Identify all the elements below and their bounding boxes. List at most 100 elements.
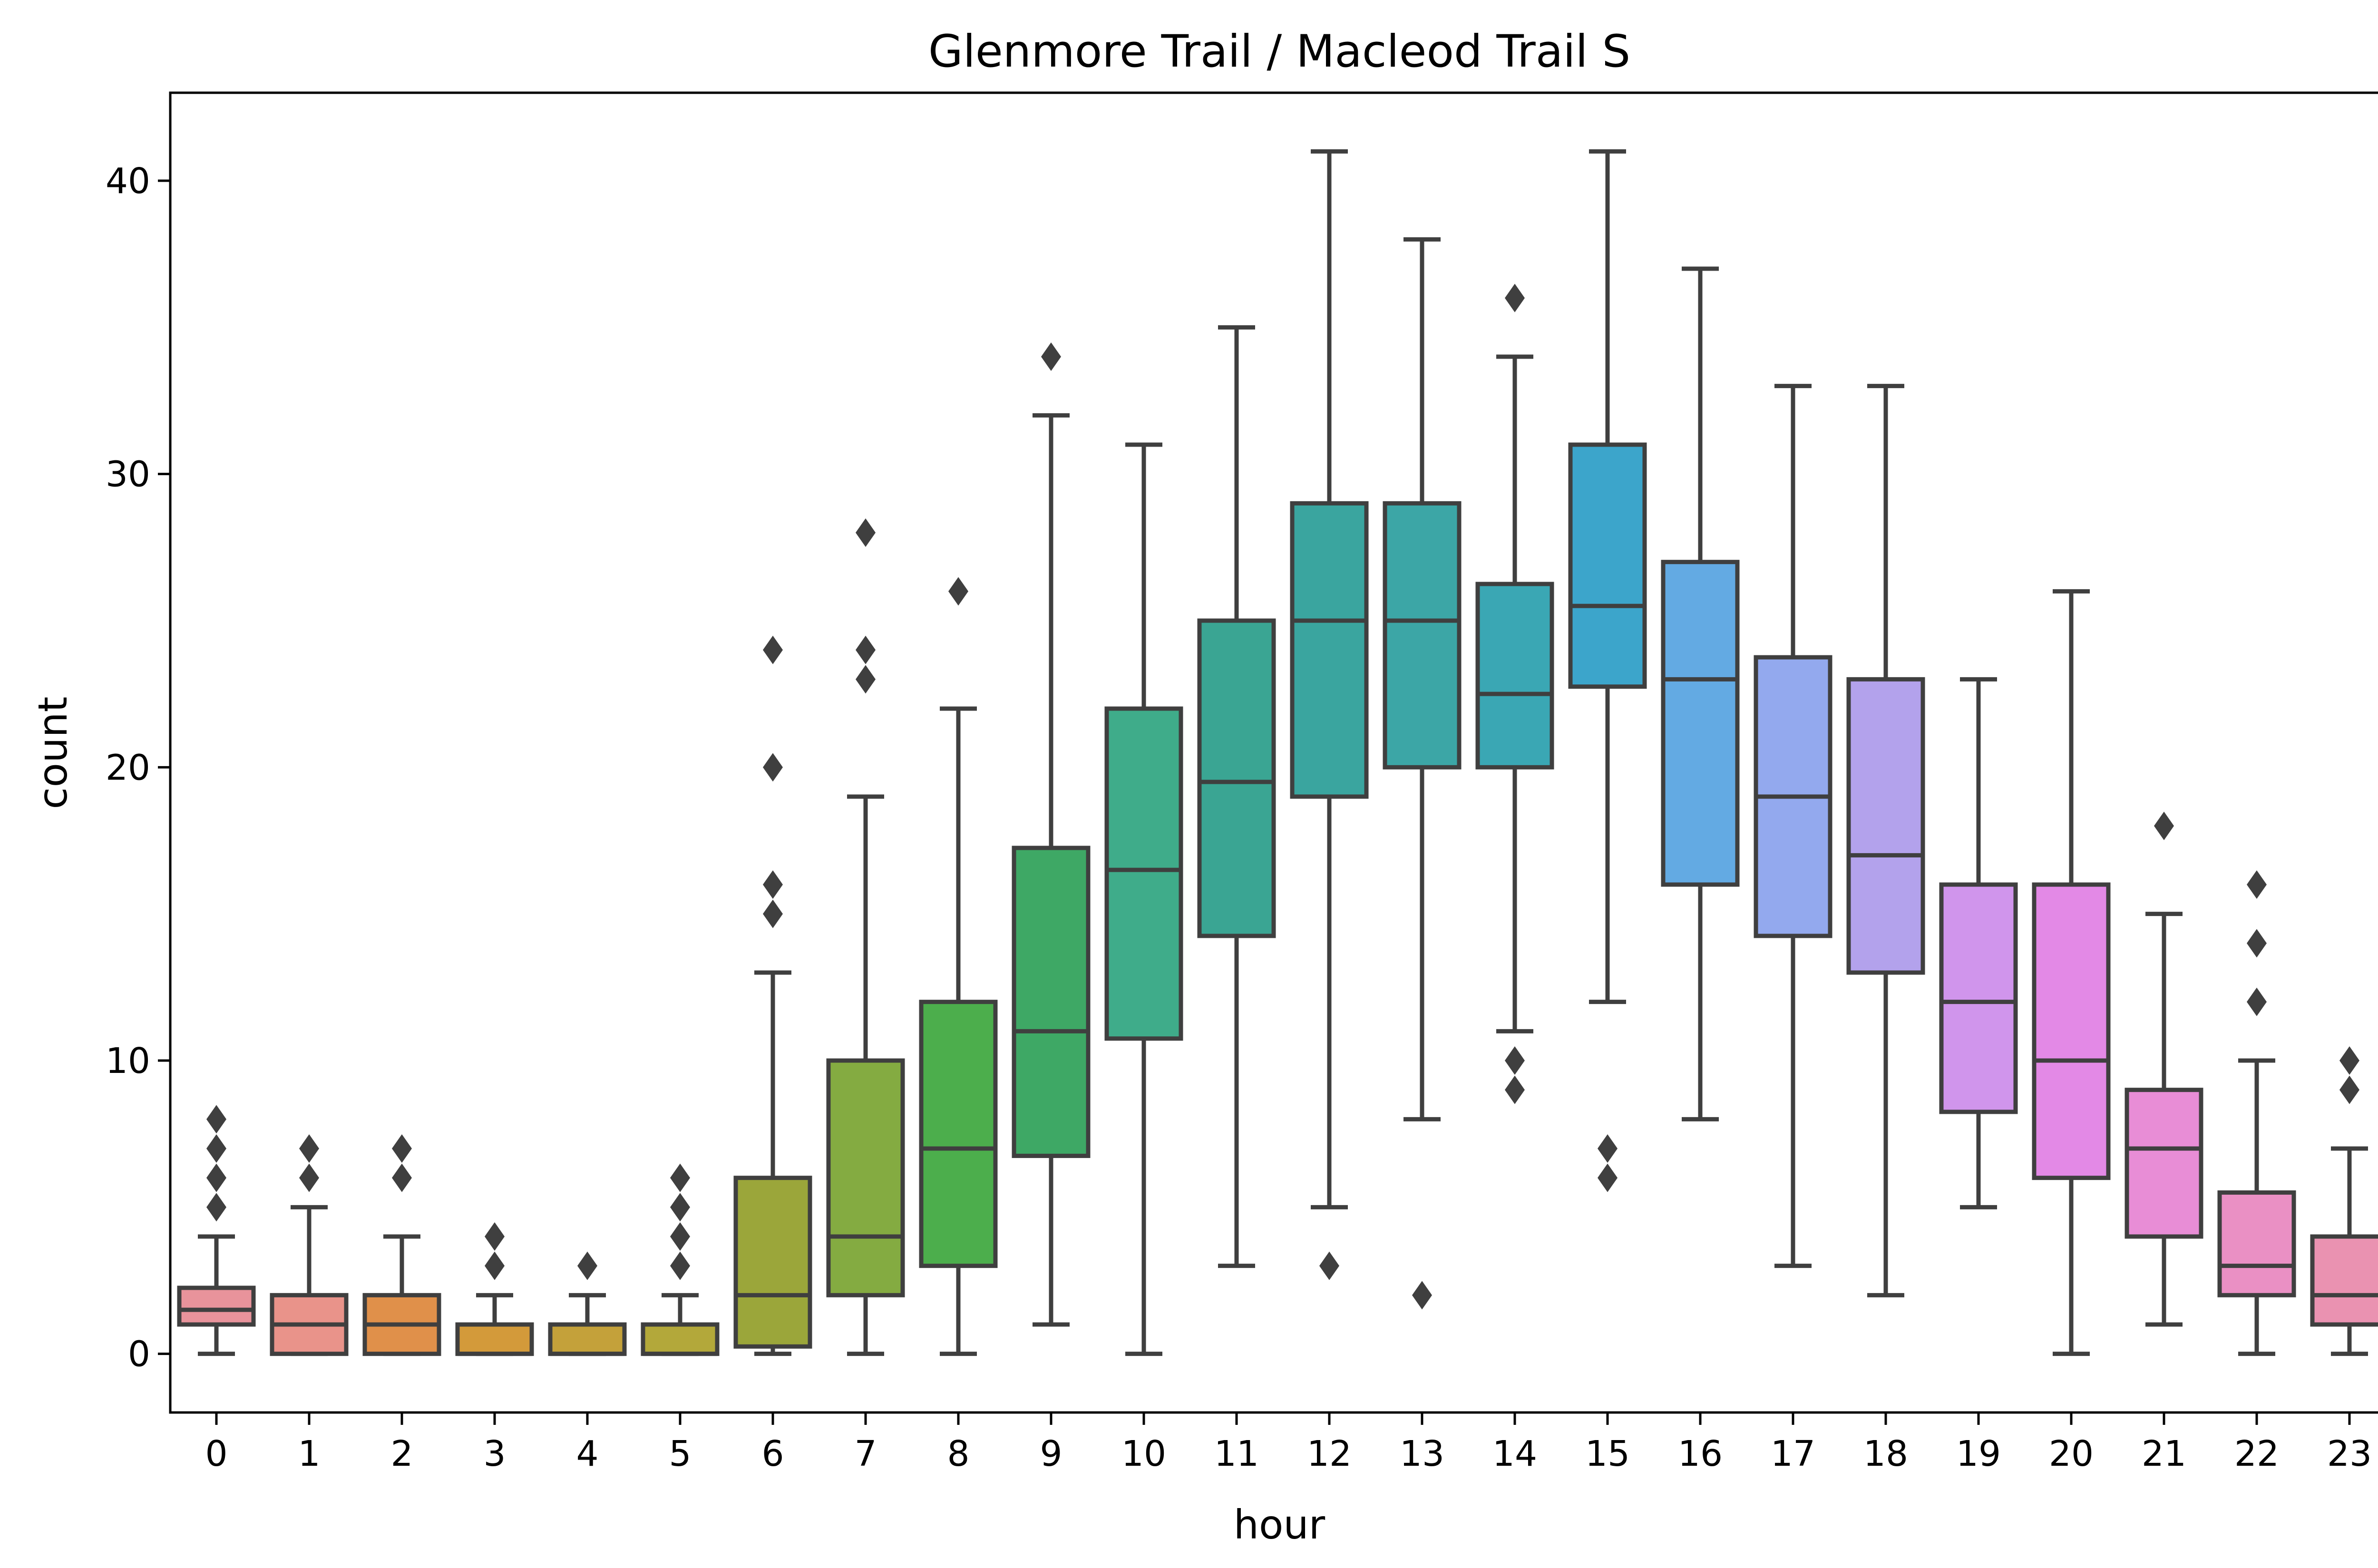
x-tick-label: 9 xyxy=(1040,1433,1062,1474)
outlier-marker xyxy=(1505,1046,1525,1075)
outlier-marker xyxy=(2154,811,2174,840)
x-tick-label: 10 xyxy=(1121,1433,1166,1474)
iqr-box xyxy=(641,1322,720,1356)
iqr-box xyxy=(2125,1088,2203,1239)
x-tick-label: 22 xyxy=(2234,1433,2279,1474)
x-tick-label: 18 xyxy=(1863,1433,1908,1474)
y-axis: 0 10 20 30 40 xyxy=(106,161,170,1375)
x-tick-label: 19 xyxy=(1956,1433,2001,1474)
box-group-hour-17 xyxy=(1754,384,1832,1268)
plot-area xyxy=(177,149,2378,1356)
outlier-marker xyxy=(670,1251,690,1280)
x-tick-label: 3 xyxy=(483,1433,506,1474)
x-axis: 0 1 2 3 4 5 6 7 8 9 10 11 12 13 14 15 16 17 18 19 20 21 22 23 xyxy=(205,1412,2372,1474)
x-tick-label: 16 xyxy=(1678,1433,1723,1474)
box-group-hour-5 xyxy=(641,1163,720,1356)
iqr-box xyxy=(1197,618,1276,938)
outlier-marker xyxy=(2339,1046,2359,1075)
outlier-marker xyxy=(1598,1134,1618,1163)
iqr-box xyxy=(2217,1190,2296,1297)
x-tick-label: 17 xyxy=(1771,1433,1815,1474)
outlier-marker xyxy=(577,1251,597,1280)
x-tick-label: 8 xyxy=(947,1433,969,1474)
iqr-box xyxy=(1012,846,1091,1158)
outlier-marker xyxy=(1412,1281,1432,1310)
outlier-marker xyxy=(485,1251,505,1280)
box-group-hour-11 xyxy=(1197,325,1276,1268)
box-group-hour-19 xyxy=(1939,677,2018,1209)
outlier-marker xyxy=(670,1222,690,1251)
outlier-marker xyxy=(1041,342,1061,371)
y-tick-label: 10 xyxy=(106,1041,150,1081)
box-group-hour-12 xyxy=(1290,149,1369,1280)
outlier-marker xyxy=(763,899,783,928)
x-tick-label: 14 xyxy=(1492,1433,1537,1474)
box-group-hour-8 xyxy=(919,577,998,1356)
outlier-marker xyxy=(206,1134,226,1163)
box-group-hour-0 xyxy=(177,1105,256,1356)
outlier-marker xyxy=(948,577,968,606)
y-tick-label: 0 xyxy=(128,1334,150,1375)
outlier-marker xyxy=(2247,929,2267,958)
box-group-hour-18 xyxy=(1846,384,1925,1297)
chart-title: Glenmore Trail / Macleod Trail S xyxy=(928,26,1630,78)
y-tick-label: 30 xyxy=(106,454,150,495)
iqr-box xyxy=(1939,882,2018,1114)
box-group-hour-13 xyxy=(1383,237,1462,1310)
box-group-hour-20 xyxy=(2032,589,2111,1356)
outlier-marker xyxy=(392,1134,412,1163)
box-group-hour-2 xyxy=(362,1134,441,1356)
x-tick-label: 15 xyxy=(1585,1433,1630,1474)
iqr-box xyxy=(1568,442,1647,689)
iqr-box xyxy=(548,1322,627,1356)
iqr-box xyxy=(1475,582,1554,769)
box-group-hour-3 xyxy=(455,1222,534,1356)
outlier-marker xyxy=(2339,1075,2359,1104)
x-tick-label: 1 xyxy=(298,1433,320,1474)
x-axis-label: hour xyxy=(1234,1501,1325,1548)
iqr-box xyxy=(455,1322,534,1356)
outlier-marker xyxy=(856,635,876,664)
outlier-marker xyxy=(485,1222,505,1251)
iqr-box xyxy=(2032,882,2111,1180)
x-tick-label: 2 xyxy=(390,1433,413,1474)
box-group-hour-14 xyxy=(1475,283,1554,1104)
iqr-box xyxy=(1104,706,1183,1041)
x-tick-label: 12 xyxy=(1307,1433,1352,1474)
box-group-hour-10 xyxy=(1104,442,1183,1356)
iqr-box xyxy=(919,1000,998,1268)
iqr-box xyxy=(177,1286,256,1327)
x-tick-label: 7 xyxy=(854,1433,877,1474)
outlier-marker xyxy=(763,870,783,899)
y-axis-label: count xyxy=(29,697,76,809)
x-tick-label: 0 xyxy=(205,1433,227,1474)
box-group-hour-6 xyxy=(733,635,812,1356)
iqr-box xyxy=(826,1058,905,1297)
outlier-marker xyxy=(763,753,783,782)
outlier-marker xyxy=(670,1193,690,1222)
box-group-hour-16 xyxy=(1661,266,1740,1121)
outlier-marker xyxy=(1505,1075,1525,1104)
outlier-marker xyxy=(2247,987,2267,1016)
box-group-hour-7 xyxy=(826,518,905,1356)
outlier-marker xyxy=(206,1105,226,1134)
box-group-hour-9 xyxy=(1012,342,1091,1327)
outlier-marker xyxy=(856,518,876,547)
box-group-hour-21 xyxy=(2125,811,2203,1327)
x-tick-label: 4 xyxy=(576,1433,598,1474)
iqr-box xyxy=(733,1176,812,1349)
y-tick-label: 20 xyxy=(106,747,150,788)
outlier-marker xyxy=(1319,1251,1339,1280)
box-group-hour-22 xyxy=(2217,870,2296,1356)
axes-frame xyxy=(169,91,2378,1414)
x-tick-label: 6 xyxy=(761,1433,784,1474)
x-tick-label: 21 xyxy=(2142,1433,2186,1474)
outlier-marker xyxy=(392,1163,412,1192)
outlier-marker xyxy=(206,1163,226,1192)
outlier-marker xyxy=(2247,870,2267,899)
box-group-hour-15 xyxy=(1568,149,1647,1192)
iqr-box xyxy=(1383,501,1462,769)
outlier-marker xyxy=(856,665,876,694)
outlier-marker xyxy=(299,1163,319,1192)
